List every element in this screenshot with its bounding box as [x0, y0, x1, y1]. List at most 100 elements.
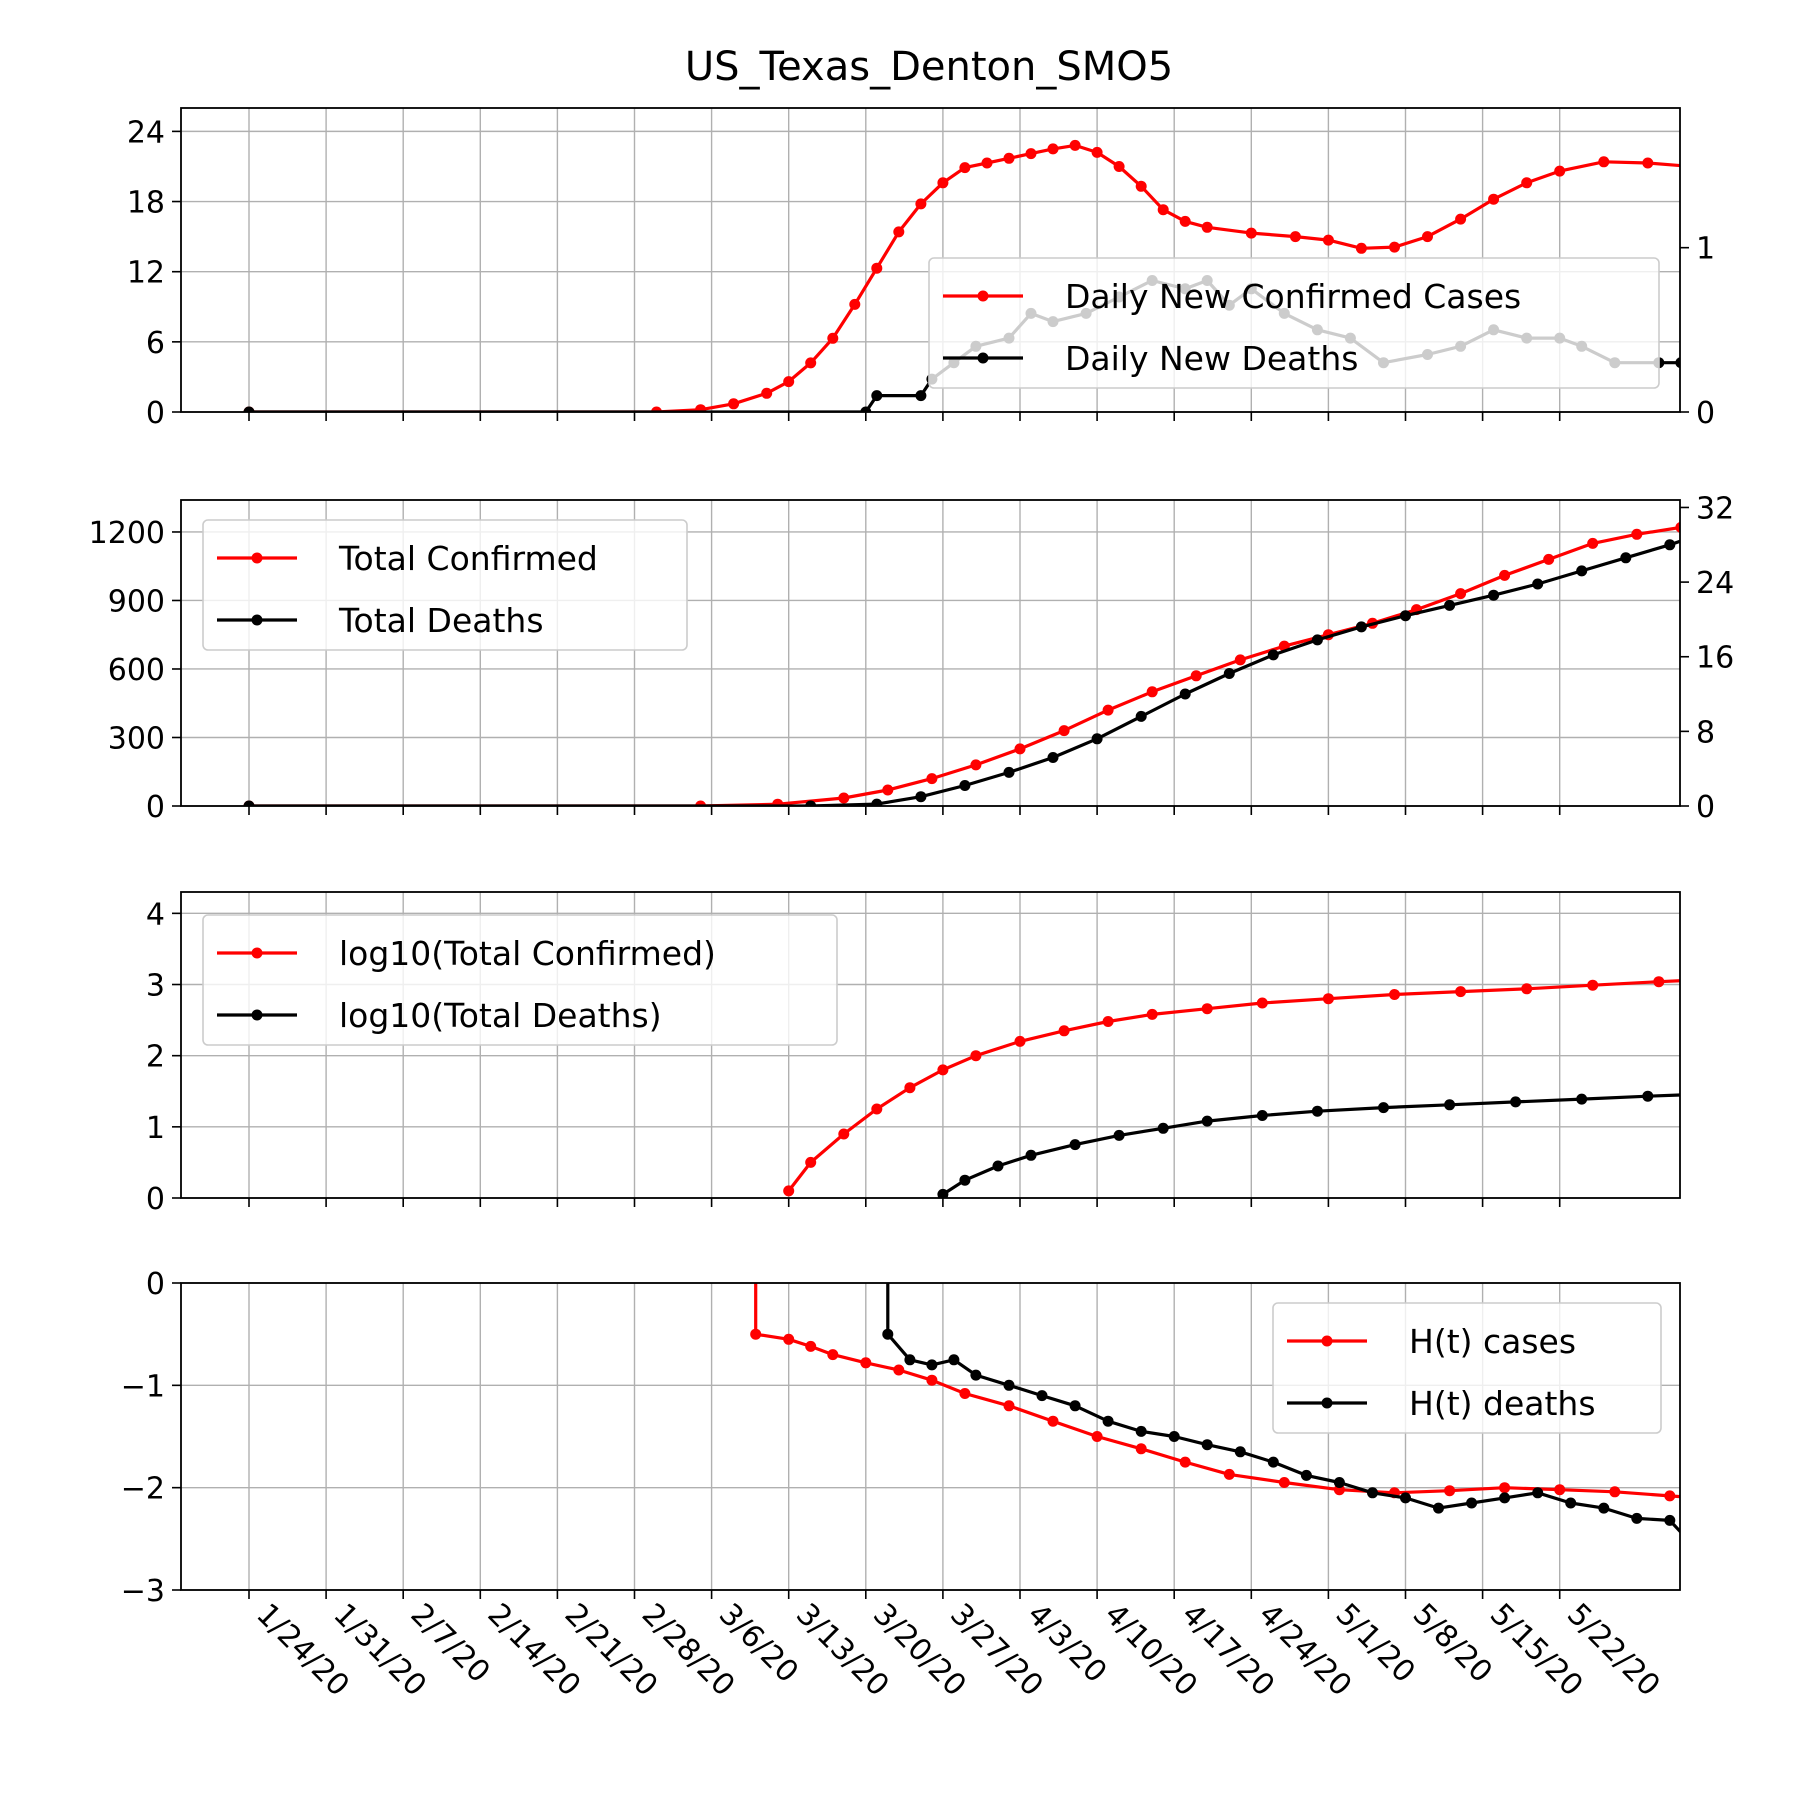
data-point — [1675, 357, 1680, 369]
data-point — [1686, 1539, 1697, 1550]
legend-label: Total Confirmed — [338, 539, 598, 578]
data-point — [1179, 1456, 1191, 1468]
data-point — [783, 376, 795, 388]
y2-tick-label: 0 — [1696, 790, 1715, 825]
data-point — [1532, 1487, 1544, 1499]
data-point — [1642, 1090, 1654, 1102]
data-point — [1642, 157, 1654, 169]
series-line — [942, 1093, 1680, 1196]
series-log10-total-confirmed- — [783, 973, 1730, 1197]
data-point — [1587, 979, 1599, 991]
data-point — [970, 759, 982, 771]
data-point — [1036, 1390, 1048, 1402]
data-point — [1455, 213, 1467, 225]
data-point — [1300, 1469, 1312, 1481]
data-point — [1719, 357, 1730, 368]
data-point — [805, 800, 817, 806]
data-point — [1554, 1484, 1566, 1496]
data-point — [1256, 1110, 1268, 1121]
data-point — [1091, 146, 1103, 158]
data-point — [1521, 983, 1533, 995]
data-point — [1543, 553, 1555, 565]
data-point — [1311, 1105, 1323, 1117]
data-point — [1278, 1477, 1290, 1488]
data-point — [893, 1364, 905, 1376]
data-point — [243, 800, 255, 806]
data-point — [1719, 1088, 1730, 1099]
data-point — [1091, 1431, 1103, 1442]
data-point — [1378, 1102, 1389, 1114]
y-tick-label: 1 — [146, 1111, 165, 1146]
data-point — [750, 1247, 761, 1258]
data-point — [1444, 1099, 1456, 1111]
data-point — [1631, 1512, 1643, 1524]
legend-marker — [977, 352, 989, 364]
data-point — [1201, 221, 1213, 233]
y-tick-label: 300 — [108, 721, 165, 756]
data-point — [1245, 227, 1257, 239]
x-tick-labels: 1/24/201/31/202/7/202/14/202/21/202/28/2… — [249, 1597, 1666, 1704]
legend-marker — [251, 947, 263, 959]
data-point — [981, 157, 993, 169]
data-point — [1311, 634, 1323, 646]
data-point — [882, 1328, 894, 1340]
y-tick-label: 12 — [127, 256, 165, 291]
data-point — [849, 298, 861, 310]
data-point — [1201, 1439, 1213, 1451]
data-point — [1069, 1400, 1081, 1412]
data-point — [948, 1354, 960, 1366]
data-point — [882, 784, 894, 796]
data-point — [926, 1374, 938, 1386]
data-point — [1697, 357, 1708, 368]
data-point — [1003, 1400, 1015, 1412]
data-point — [1102, 704, 1114, 716]
data-point — [1521, 177, 1533, 189]
data-point — [1653, 976, 1665, 988]
data-point — [1267, 649, 1279, 661]
series-h-t-cases — [750, 1247, 1680, 1502]
data-point — [1091, 733, 1103, 745]
data-point — [728, 398, 740, 410]
y2-tick-label: 0 — [1696, 396, 1715, 431]
data-point — [783, 1333, 795, 1345]
data-point — [243, 406, 255, 412]
data-point — [695, 404, 707, 412]
y-tick-label: 1200 — [89, 516, 165, 551]
y2-tick-label: 24 — [1696, 566, 1734, 601]
data-point — [750, 1328, 762, 1340]
data-point — [1058, 1025, 1070, 1037]
data-point — [1069, 139, 1081, 151]
data-point — [1333, 1477, 1345, 1488]
data-point — [1234, 654, 1246, 666]
data-point — [1223, 668, 1235, 679]
data-point — [1113, 161, 1125, 172]
y2-tick-label: 16 — [1696, 641, 1734, 676]
data-point — [882, 1247, 893, 1258]
data-point — [1234, 1446, 1246, 1458]
data-point — [1135, 1425, 1147, 1437]
data-point — [904, 1082, 916, 1094]
data-point — [1168, 1431, 1180, 1442]
legend-box — [202, 914, 838, 1046]
y-tick-label: −3 — [121, 1574, 165, 1609]
data-point — [1135, 710, 1147, 722]
data-point — [860, 406, 872, 412]
data-point — [915, 791, 927, 803]
data-point — [1664, 539, 1676, 551]
data-point — [1003, 152, 1015, 164]
axes-frame — [180, 1282, 1681, 1591]
data-point — [1719, 973, 1730, 984]
data-point — [860, 1357, 872, 1369]
data-point — [1499, 1492, 1511, 1504]
data-point — [926, 773, 938, 785]
data-point — [1400, 610, 1411, 622]
data-point — [1686, 161, 1697, 172]
legend-label: Daily New Deaths — [1065, 339, 1358, 378]
data-point — [805, 1156, 817, 1168]
data-point — [761, 387, 773, 399]
data-point — [959, 1388, 971, 1399]
axes-frame — [180, 499, 1681, 807]
